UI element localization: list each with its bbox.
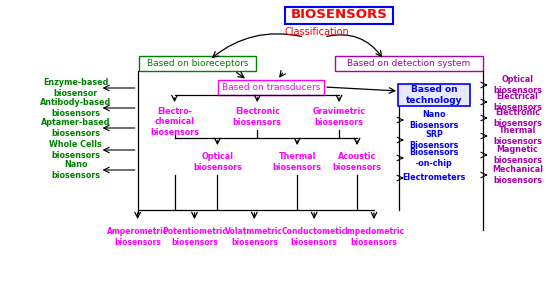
Text: Electrical
biosensors: Electrical biosensors xyxy=(493,92,542,112)
Text: Based on transducers: Based on transducers xyxy=(222,82,321,92)
Text: Aptamer-based
biosensors: Aptamer-based biosensors xyxy=(41,118,111,138)
Text: Electronic
biosensors: Electronic biosensors xyxy=(493,108,542,128)
Text: Potentiometric
biosensors: Potentiometric biosensors xyxy=(162,227,227,247)
Text: Based on detection system: Based on detection system xyxy=(347,59,471,67)
Text: Electro-
chemical
biosensors: Electro- chemical biosensors xyxy=(150,107,199,137)
Text: BIOSENSORS: BIOSENSORS xyxy=(290,9,388,22)
Text: Gravimetric
biosensors: Gravimetric biosensors xyxy=(312,107,366,127)
Text: Amperometric
biosensors: Amperometric biosensors xyxy=(107,227,168,247)
Text: Mechanical
biosensors: Mechanical biosensors xyxy=(492,165,543,185)
Text: Impedometric
biosensors: Impedometric biosensors xyxy=(344,227,404,247)
Text: Thermal
biosensors: Thermal biosensors xyxy=(273,152,322,172)
Text: Based on
technology: Based on technology xyxy=(405,85,462,105)
FancyBboxPatch shape xyxy=(335,55,483,71)
Text: Classification: Classification xyxy=(285,27,349,37)
Text: Antibody-based
biosensors: Antibody-based biosensors xyxy=(40,98,112,118)
Text: Whole Cells
biosensors: Whole Cells biosensors xyxy=(50,140,102,160)
Text: Optical
biosensors: Optical biosensors xyxy=(493,75,542,95)
Text: Based on bioreceptors: Based on bioreceptors xyxy=(147,59,248,67)
Text: Electronic
biosensors: Electronic biosensors xyxy=(233,107,282,127)
Text: Biosensors
-on-chip: Biosensors -on-chip xyxy=(409,148,459,168)
Text: Thermal
biosensors: Thermal biosensors xyxy=(493,126,542,146)
Text: Volatmmetric
biosensors: Volatmmetric biosensors xyxy=(226,227,283,247)
Text: Conductometic
biosensors: Conductometic biosensors xyxy=(282,227,346,247)
Text: SRP
Biosensors: SRP Biosensors xyxy=(409,130,459,150)
Text: Acoustic
biosensors: Acoustic biosensors xyxy=(333,152,382,172)
Text: Electrometers: Electrometers xyxy=(402,174,465,183)
FancyBboxPatch shape xyxy=(398,84,470,106)
Text: Optical
biosensors: Optical biosensors xyxy=(193,152,242,172)
FancyBboxPatch shape xyxy=(218,79,324,94)
Text: Nano
biosensors: Nano biosensors xyxy=(51,160,100,180)
Text: Enzyme-based
biosensor: Enzyme-based biosensor xyxy=(43,78,108,98)
FancyBboxPatch shape xyxy=(285,7,393,24)
Text: Nano
Biosensors: Nano Biosensors xyxy=(409,110,459,130)
FancyBboxPatch shape xyxy=(139,55,256,71)
Text: Magnetic
biosensors: Magnetic biosensors xyxy=(493,145,542,165)
